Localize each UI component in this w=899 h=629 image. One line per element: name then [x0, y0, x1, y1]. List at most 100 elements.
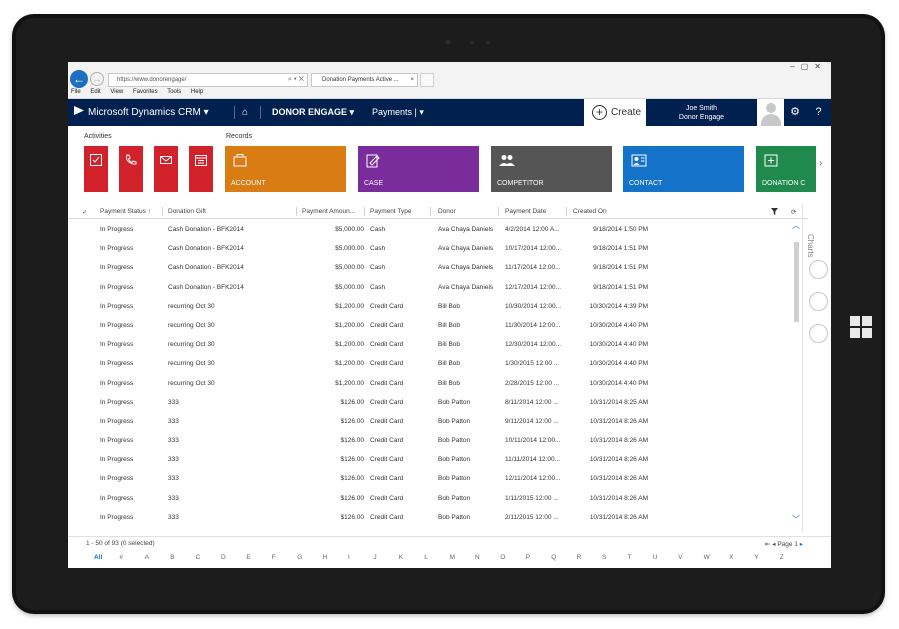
table-row[interactable]: In Progress 333 $126.00 Credit Card Bob Patt… — [68, 489, 790, 508]
app-name[interactable]: Microsoft Dynamics CRM ▾ — [88, 107, 209, 118]
menu-tools[interactable]: Tools — [167, 89, 182, 95]
alphabet-filter-item[interactable]: M — [449, 554, 456, 561]
tiles-scroll-right-icon[interactable]: › — [819, 158, 823, 169]
alphabet-filter-item[interactable]: P — [525, 554, 531, 561]
table-row[interactable]: In Progress 333 $126.00 Credit Card Bob Patt… — [68, 412, 790, 431]
table-row[interactable]: In Progress Cash Donation - BFK2014 $5,000… — [68, 239, 790, 258]
area-selector[interactable]: DONOR ENGAGE ▾ — [272, 107, 355, 117]
refresh-icon[interactable]: ⟳ — [791, 209, 797, 216]
scroll-down-icon[interactable]: ﹀ — [792, 515, 800, 524]
filter-icon[interactable] — [771, 208, 778, 217]
avatar[interactable] — [757, 99, 784, 126]
column-header-payment-status[interactable]: Payment Status ↑ — [100, 208, 151, 215]
case-tile[interactable]: CASE — [358, 146, 479, 192]
new-tab-button[interactable] — [420, 73, 434, 87]
table-row[interactable]: In Progress Cash Donation - BFK2014 $5,000… — [68, 278, 790, 297]
table-row[interactable]: In Progress recurring Oct 30 $1,200.00 Cred… — [68, 354, 790, 373]
table-row[interactable]: In Progress recurring Oct 30 $1,200.00 Cred… — [68, 335, 790, 354]
alphabet-filter-item[interactable]: C — [195, 554, 201, 561]
table-row[interactable]: In Progress recurring Oct 30 $1,200.00 Cred… — [68, 297, 790, 316]
alphabet-filter-item[interactable]: L — [424, 554, 428, 561]
search-refresh-icons[interactable]: ⌕ ▾ ✕ — [287, 76, 304, 83]
table-row[interactable]: In Progress 333 $126.00 Credit Card Bob Patt… — [68, 393, 790, 412]
address-bar[interactable]: https://www.donorengage/ ⌕ ▾ ✕ — [108, 73, 308, 87]
tab-close-icon[interactable]: × — [410, 77, 414, 83]
alphabet-filter-item[interactable]: W — [703, 554, 710, 561]
home-icon[interactable]: ⌂ — [242, 107, 249, 118]
menu-edit[interactable]: Edit — [90, 89, 101, 95]
column-header-donation-gift[interactable]: Donation Gift — [168, 208, 206, 215]
column-header-payment-type[interactable]: Payment Type — [370, 208, 412, 215]
competitor-tile[interactable]: COMPETITOR — [491, 146, 612, 192]
alphabet-filter-item[interactable]: B — [170, 554, 175, 561]
line-chart-icon[interactable] — [809, 324, 828, 343]
alphabet-filter-item[interactable]: O — [500, 554, 506, 561]
menu-file[interactable]: File — [71, 89, 81, 95]
table-row[interactable]: In Progress 333 $126.00 Credit Card Bob Patt… — [68, 450, 790, 469]
bar-chart-icon[interactable] — [809, 260, 828, 279]
cell-payment-status: In Progress — [100, 341, 134, 349]
windows-logo-icon[interactable] — [850, 316, 872, 338]
gear-icon[interactable]: ⚙ — [784, 99, 806, 126]
entity-selector[interactable]: Payments | ▾ — [372, 107, 424, 117]
next-page-icon[interactable]: ▸ — [799, 541, 803, 548]
phone-call-tile[interactable] — [119, 146, 143, 192]
alphabet-filter-item[interactable]: Y — [754, 554, 759, 561]
alphabet-filter-item[interactable]: V — [678, 554, 683, 561]
alphabet-filter-item[interactable]: R — [576, 554, 582, 561]
email-tile[interactable] — [154, 146, 178, 192]
scroll-up-icon[interactable]: ︿ — [792, 221, 800, 230]
alphabet-filter-item[interactable]: A — [144, 554, 150, 561]
alphabet-filter-item[interactable]: J — [373, 554, 377, 561]
column-header-donor[interactable]: Donor — [438, 208, 456, 215]
column-header-payment-amount[interactable]: Payment Amoun... — [302, 208, 356, 215]
table-row[interactable]: In Progress Cash Donation - BFK2014 $5,000… — [68, 258, 790, 277]
alphabet-filter-item[interactable]: F — [271, 554, 276, 561]
alphabet-filter-item[interactable]: H — [322, 554, 328, 561]
alphabet-filter-item[interactable]: Q — [551, 554, 557, 561]
alphabet-filter-item[interactable]: U — [652, 554, 658, 561]
browser-tab[interactable]: Donation Payments Active ... × — [311, 73, 418, 87]
column-header-payment-date[interactable]: Payment Date — [505, 208, 547, 215]
scroll-thumb[interactable] — [794, 242, 799, 322]
alphabet-filter-item[interactable]: Z — [779, 554, 784, 561]
alphabet-filter-item[interactable]: X — [729, 554, 734, 561]
back-arrow-icon[interactable]: ← — [70, 70, 88, 88]
alphabet-filter-item[interactable]: G — [297, 554, 303, 561]
forward-arrow-icon[interactable]: → — [90, 72, 104, 86]
help-icon[interactable]: ? — [806, 99, 831, 126]
alphabet-filter-item[interactable]: K — [398, 554, 404, 561]
menu-favorites[interactable]: Favorites — [132, 89, 158, 95]
table-row[interactable]: In Progress 333 $126.00 Credit Card Bob Patt… — [68, 508, 790, 527]
pie-chart-icon[interactable] — [809, 292, 828, 311]
menu-view[interactable]: View — [110, 89, 124, 95]
alphabet-filter-item[interactable]: D — [221, 554, 226, 561]
alphabet-filter-item[interactable]: S — [602, 554, 607, 561]
create-button[interactable]: + Create — [584, 99, 646, 126]
table-row[interactable]: In Progress recurring Oct 30 $1,200.00 Cred… — [68, 374, 790, 393]
select-all-checkbox[interactable]: ✓ — [82, 209, 88, 216]
first-page-icon[interactable]: ⇤ — [764, 541, 771, 548]
table-row[interactable]: In Progress 333 $126.00 Credit Card Bob Patt… — [68, 469, 790, 488]
menu-help[interactable]: Help — [190, 89, 204, 95]
alphabet-filter-item[interactable]: N — [475, 554, 480, 561]
column-header-created-on[interactable]: Created On — [573, 208, 607, 215]
account-tile[interactable]: ACCOUNT — [225, 146, 346, 192]
donation-tile[interactable]: DONATION C — [756, 146, 816, 192]
task-tile[interactable] — [84, 146, 108, 192]
charts-label[interactable]: Charts — [806, 234, 815, 258]
table-row[interactable]: In Progress recurring Oct 30 $1,200.00 Cred… — [68, 316, 790, 335]
alphabet-filter-item[interactable]: I — [348, 554, 350, 561]
alphabet-filter-item[interactable]: # — [119, 554, 124, 561]
appointment-tile[interactable] — [189, 146, 213, 192]
alphabet-filter-item[interactable]: T — [627, 554, 632, 561]
table-row[interactable]: In Progress Cash Donation - BFK2014 $5,000… — [68, 220, 790, 239]
grid-scrollbar[interactable]: ︿ ﹀ — [790, 220, 802, 532]
prev-page-icon[interactable]: ◂ — [772, 541, 776, 548]
table-row[interactable]: In Progress 333 $126.00 Credit Card Bob Patt… — [68, 431, 790, 450]
window-controls[interactable]: –▢✕ — [790, 62, 827, 71]
contact-tile[interactable]: CONTACT — [623, 146, 744, 192]
user-info[interactable]: Joe Smith Donor Engage — [646, 99, 757, 126]
alphabet-filter-item[interactable]: All — [94, 554, 103, 561]
alphabet-filter-item[interactable]: E — [246, 554, 251, 561]
